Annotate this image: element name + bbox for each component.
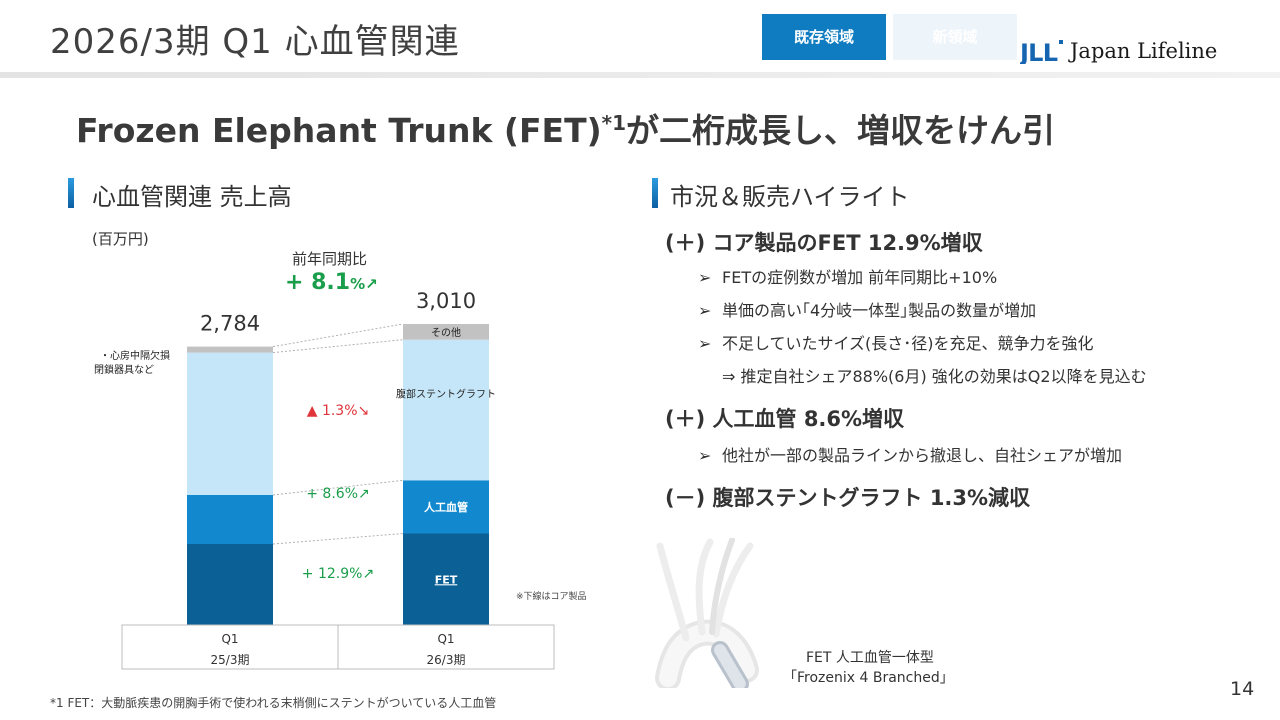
connector-line bbox=[272, 533, 404, 545]
connector-line bbox=[272, 323, 404, 348]
bullet-arrow-icon: ➢ bbox=[698, 268, 712, 287]
category-label: Q1 bbox=[437, 632, 454, 646]
bar-inner-label: 人工血管 bbox=[424, 500, 468, 514]
yoy-value: + 8.1%↗ bbox=[285, 270, 378, 295]
bar-segment-other bbox=[403, 324, 489, 340]
bar-inner-label: その他 bbox=[431, 326, 461, 339]
header-divider bbox=[0, 72, 1280, 78]
category-label: Q1 bbox=[221, 632, 238, 646]
logo-text: Japan Lifeline bbox=[1070, 39, 1218, 63]
bar-segment-graft bbox=[187, 495, 273, 544]
tab-existing-domain[interactable]: 既存領域 bbox=[762, 14, 886, 60]
page-number: 14 bbox=[1230, 678, 1255, 700]
highlight-bullet: ➢ 他社が一部の製品ラインから撤退し、自社シェアが増加 bbox=[698, 446, 1123, 465]
bar-segment-other bbox=[187, 346, 273, 353]
headline-tail: が二桁成長し、増収をけん引 bbox=[626, 111, 1056, 150]
highlight-bullet: ➢ 単価の高い｢4分岐一体型｣製品の数量が増加 bbox=[698, 301, 1037, 320]
product-caption: FET 人工血管一体型 bbox=[806, 650, 934, 666]
core-product-note: ※下線はコア製品 bbox=[516, 592, 587, 602]
bar-segment-stent bbox=[403, 339, 489, 481]
highlights-section-title: 市況＆販売ハイライト bbox=[670, 183, 910, 211]
svg-text:JLL: JLL bbox=[1020, 39, 1058, 64]
bar-segment-graft bbox=[403, 480, 489, 534]
company-logo: JLL Japan Lifeline bbox=[1020, 34, 1217, 68]
bar-inner-label: 腹部ステントグラフト bbox=[396, 388, 496, 401]
sales-section-title: 心血管関連 売上高 bbox=[92, 183, 292, 211]
connector-line bbox=[272, 479, 404, 496]
headline-footnote-mark: *1 bbox=[601, 111, 627, 135]
footnote: *1 FET：大動脈疾患の開胸手術で使われる末梢側にステントがついている人工血管 bbox=[50, 696, 497, 710]
yoy-value-suffix: %↗ bbox=[350, 275, 378, 293]
highlight-heading-graft: (＋) 人工血管 8.6%増収 bbox=[665, 407, 905, 431]
bar-total-label: 3,010 bbox=[416, 289, 476, 313]
connector-line bbox=[272, 339, 404, 354]
category-label: 26/3期 bbox=[427, 653, 466, 667]
bullet-arrow-icon: ➢ bbox=[698, 446, 712, 465]
yoy-value-number: + 8.1 bbox=[285, 270, 351, 295]
yoy-label: 前年同期比 bbox=[292, 250, 368, 268]
bullet-arrow-icon: ➢ bbox=[698, 301, 712, 320]
bar-segment-fet bbox=[187, 544, 273, 625]
bar-segment-stent bbox=[187, 352, 273, 495]
product-name: ｢Frozenix 4 Branched｣ bbox=[790, 670, 947, 686]
other-category-label: 閉鎖器具など bbox=[94, 363, 154, 376]
highlight-heading-stent: (－) 腹部ステントグラフト 1.3%減収 bbox=[665, 486, 1031, 510]
segment-change-label: + 12.9%↗ bbox=[302, 566, 374, 582]
segment-change-label: ▲ 1.3%↘ bbox=[307, 403, 370, 419]
highlight-bullet: ➢ FETの症例数が増加 前年同期比+10% bbox=[698, 268, 998, 287]
highlight-heading-fet: (＋) コア製品のFET 12.9%増収 bbox=[665, 231, 983, 255]
headline-main: Frozen Elephant Trunk (FET) bbox=[76, 111, 602, 150]
other-category-label: ・心房中隔欠損 bbox=[100, 349, 170, 362]
section-marker bbox=[68, 178, 74, 208]
section-marker bbox=[652, 178, 658, 208]
highlight-bullet: ➢ 不足していたサイズ(長さ･径)を充足、競争力を強化 bbox=[698, 334, 1094, 353]
segment-change-label: + 8.6%↗ bbox=[306, 486, 369, 502]
bar-segment-fet bbox=[403, 533, 489, 625]
bar-total-label: 2,784 bbox=[200, 312, 260, 336]
frozenix-product-image bbox=[655, 538, 759, 688]
bullet-arrow-icon: ➢ bbox=[698, 334, 712, 353]
headline: Frozen Elephant Trunk (FET)*1が二桁成長し、増収をけ… bbox=[76, 104, 1055, 152]
slide-title: 2026/3期 Q1 心血管関連 bbox=[50, 22, 460, 62]
unit-label: (百万円) bbox=[92, 230, 149, 248]
tab-new-domain[interactable]: 新領域 bbox=[893, 14, 1017, 60]
jll-logo-icon: JLL bbox=[1020, 39, 1063, 64]
bar-inner-label: FET bbox=[435, 573, 458, 586]
category-label: 25/3期 bbox=[211, 653, 250, 667]
highlight-subnote: ⇒ 推定自社シェア88%(6月) 強化の効果はQ2以降を見込む bbox=[722, 367, 1147, 386]
